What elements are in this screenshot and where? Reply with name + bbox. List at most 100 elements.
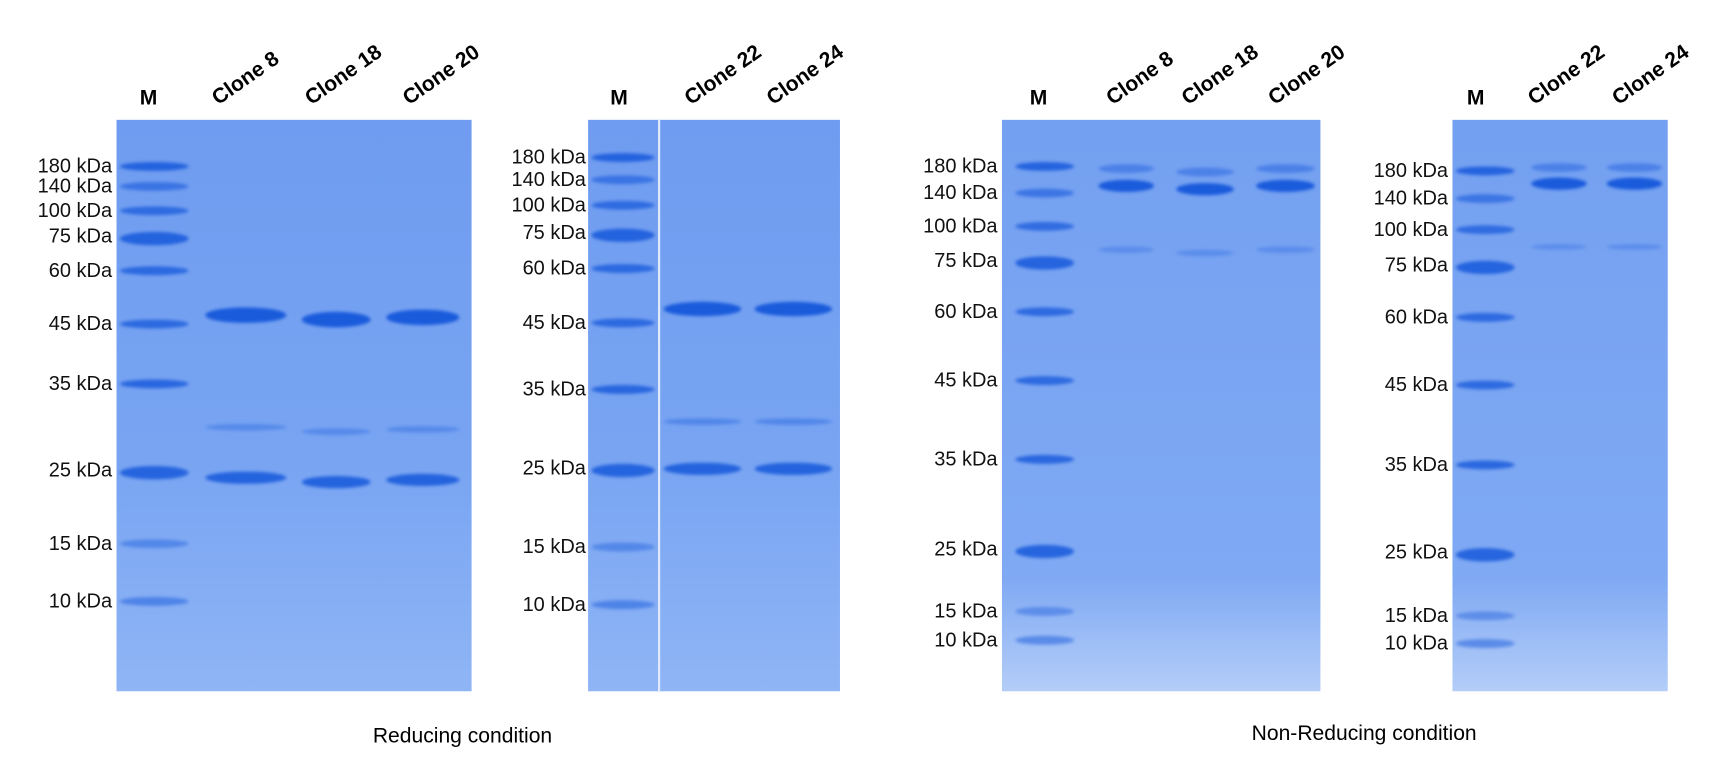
ladder-label: 15 kDa: [48, 532, 113, 555]
sample-band: [1098, 179, 1154, 192]
sample-band: [1531, 243, 1587, 250]
ladder-label: 45 kDa: [48, 312, 113, 335]
sample-band: [663, 301, 742, 316]
marker-band: [591, 542, 655, 552]
sample-band: [301, 428, 371, 435]
lane-divider: [657, 119, 661, 692]
sample-band: [1176, 182, 1234, 195]
ladder-label: 45 kDa: [522, 311, 586, 334]
ladder-label: 35 kDa: [1384, 453, 1449, 476]
ladder-label: 25 kDa: [522, 456, 586, 479]
lane-label: Clone 8: [207, 47, 284, 111]
marker-band: [1455, 312, 1515, 322]
sample-band: [386, 309, 460, 326]
marker-band: [591, 264, 655, 273]
gel-4: [1452, 119, 1668, 692]
marker-band: [591, 175, 655, 185]
ladder-label: 140 kDa: [511, 168, 586, 191]
caption-non-reducing: Non-Reducing condition: [1251, 722, 1477, 746]
marker-lane-label: M: [1466, 86, 1485, 110]
sample-band: [205, 471, 287, 484]
ladder-label: 180 kDa: [923, 154, 998, 177]
marker-band: [119, 379, 189, 389]
ladder-label: 15 kDa: [1384, 604, 1449, 627]
sample-band: [754, 462, 833, 475]
lane-label: Clone 18: [301, 40, 387, 111]
marker-band: [1455, 611, 1515, 621]
ladder-label: 75 kDa: [522, 221, 586, 244]
marker-lane-label: M: [1029, 86, 1048, 110]
ladder-label: 100 kDa: [1373, 218, 1449, 241]
ladder-label: 180 kDa: [1373, 159, 1449, 182]
ladder-label: 10 kDa: [48, 589, 113, 612]
lane-label: Clone 20: [1264, 40, 1350, 111]
ladder-label: 25 kDa: [48, 458, 113, 482]
sample-band: [754, 301, 833, 316]
marker-band: [1015, 256, 1075, 270]
ladder-label: 60 kDa: [48, 259, 113, 282]
marker-band: [1455, 194, 1515, 204]
marker-lane-label: M: [139, 86, 158, 110]
marker-band: [119, 231, 189, 246]
ladder-label: 75 kDa: [934, 249, 998, 272]
marker-band: [1455, 380, 1515, 390]
sample-band: [1531, 176, 1587, 190]
ladder-label: 10 kDa: [934, 628, 998, 651]
lane-label: Clone 20: [398, 40, 485, 111]
marker-band: [1015, 307, 1075, 317]
sample-band: [1531, 163, 1587, 172]
ladder-label: 60 kDa: [522, 256, 586, 280]
sample-band: [1606, 243, 1663, 250]
ladder-label: 180 kDa: [511, 145, 586, 169]
sample-band: [1256, 179, 1315, 192]
ladder-label: 15 kDa: [934, 599, 998, 622]
ladder-label: 75 kDa: [1384, 253, 1449, 276]
lane-label: Clone 22: [1523, 40, 1610, 111]
sample-band: [1098, 164, 1154, 174]
ladder-label: 100 kDa: [511, 193, 586, 216]
marker-band: [591, 228, 655, 242]
ladder-label: 35 kDa: [522, 377, 586, 401]
ladder-label: 60 kDa: [934, 300, 998, 323]
marker-lane-label: M: [610, 86, 628, 110]
ladder-label: 15 kDa: [522, 535, 586, 558]
ladder-label: 45 kDa: [1384, 373, 1449, 396]
ladder-label: 25 kDa: [934, 537, 998, 560]
marker-band: [1015, 188, 1075, 198]
ladder-label: 180 kDa: [37, 154, 113, 177]
lane-label: Clone 18: [1177, 40, 1264, 111]
marker-band: [119, 162, 189, 171]
sample-band: [1256, 164, 1315, 174]
marker-band: [1455, 548, 1515, 562]
sample-band: [754, 418, 833, 425]
lane-label: Clone 24: [1608, 40, 1694, 111]
marker-band: [1015, 544, 1075, 559]
ladder-label: 35 kDa: [48, 372, 113, 395]
ladder-label: 35 kDa: [934, 447, 998, 470]
sample-band: [386, 426, 460, 433]
marker-band: [591, 153, 655, 163]
gel-1: [116, 119, 472, 692]
marker-band: [1015, 635, 1075, 645]
sample-band: [386, 473, 460, 486]
marker-band: [119, 466, 189, 480]
marker-band: [119, 181, 189, 191]
marker-band: [1455, 166, 1515, 176]
marker-band: [119, 596, 189, 606]
sample-band: [1176, 167, 1234, 177]
ladder-label: 60 kDa: [1384, 305, 1449, 328]
marker-band: [1015, 454, 1075, 464]
ladder-label: 140 kDa: [37, 174, 113, 197]
lane-label: Clone 8: [1102, 47, 1178, 111]
marker-band: [591, 385, 655, 394]
caption-reducing: Reducing condition: [372, 724, 553, 748]
marker-band: [591, 463, 655, 478]
sample-band: [301, 311, 371, 328]
lane-label: Clone 22: [680, 40, 766, 111]
marker-band: [1015, 221, 1075, 231]
marker-band: [1015, 606, 1075, 616]
ladder-label: 25 kDa: [1384, 540, 1449, 564]
marker-band: [1455, 460, 1515, 470]
gel-2: [588, 119, 840, 692]
